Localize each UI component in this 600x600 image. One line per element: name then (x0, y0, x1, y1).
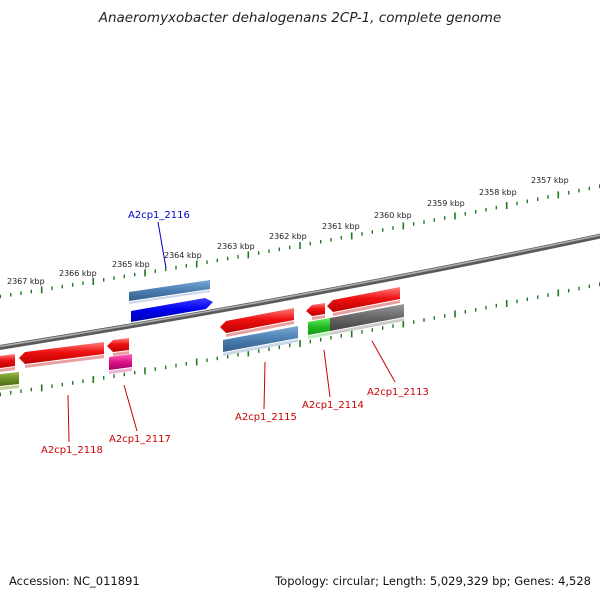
callout-line-a2cp1-2116 (157, 221, 167, 269)
tick-label: 2363 kbp (217, 242, 255, 251)
gene-label-a2cp1-2118[interactable]: A2cp1_2118 (41, 445, 103, 456)
tick-label: 2357 kbp (531, 176, 569, 185)
feature-a2cp1-2113[interactable] (327, 287, 400, 316)
callout-line-a2cp1-2113 (371, 340, 396, 383)
tick-label: 2367 kbp (7, 277, 45, 286)
feature-a2cp1-2118[interactable] (19, 342, 104, 368)
callout-line-a2cp1-2117 (123, 384, 138, 432)
map-title: Anaeromyxobacter dehalogenans 2CP-1, com… (98, 10, 502, 26)
gene-label-a2cp1-2114[interactable]: A2cp1_2114 (302, 400, 364, 411)
feature-a2cp1-2117-box[interactable] (109, 354, 132, 374)
tick-label: 2362 kbp (269, 232, 307, 241)
genome-backbone (0, 233, 600, 350)
feature-a2cp1-2115-steel[interactable] (223, 326, 298, 356)
gene-label-a2cp1-2113[interactable]: A2cp1_2113 (367, 387, 429, 398)
tick-label: 2358 kbp (479, 188, 517, 197)
callout-line-a2cp1-2114 (323, 349, 331, 398)
genome-stats-text: Topology: circular; Length: 5,029,329 bp… (275, 574, 591, 588)
accession-text: Accession: NC_011891 (9, 574, 140, 588)
feature-a2cp1-2118-left[interactable] (0, 354, 15, 372)
gene-label-a2cp1-2115[interactable]: A2cp1_2115 (235, 412, 297, 423)
feature-a2cp1-2116-cds[interactable] (131, 298, 213, 322)
tick-label: 2364 kbp (164, 251, 202, 260)
callout-line-a2cp1-2118 (67, 394, 70, 443)
feature-a2cp1-2116-steel[interactable] (129, 280, 210, 304)
tick-label: 2359 kbp (427, 199, 465, 208)
feature-a2cp1-2114[interactable] (306, 303, 325, 320)
tick-label: 2361 kbp (322, 222, 360, 231)
callout-line-a2cp1-2115 (263, 361, 266, 410)
outer-scale-track (0, 184, 600, 299)
feature-a2cp1-2115[interactable] (220, 308, 294, 337)
genome-backbone-highlight (0, 234, 600, 348)
gene-label-a2cp1-2116[interactable]: A2cp1_2116 (128, 210, 190, 221)
tick-label: 2360 kbp (374, 211, 412, 220)
feature-a2cp1-2117[interactable] (107, 338, 129, 356)
inner-scale-track (0, 282, 600, 397)
tick-label: 2366 kbp (59, 269, 97, 278)
gene-label-a2cp1-2117[interactable]: A2cp1_2117 (109, 434, 171, 445)
feature-a2cp1-2114-green[interactable] (308, 318, 330, 339)
feature-a2cp1-2113-gray[interactable] (330, 304, 404, 335)
tick-label: 2365 kbp (112, 260, 150, 269)
tick-labels: 2367 kbp 2366 kbp 2365 kbp 2364 kbp 2363… (7, 176, 569, 286)
feature-a2cp1-2118-olive[interactable] (0, 372, 19, 390)
